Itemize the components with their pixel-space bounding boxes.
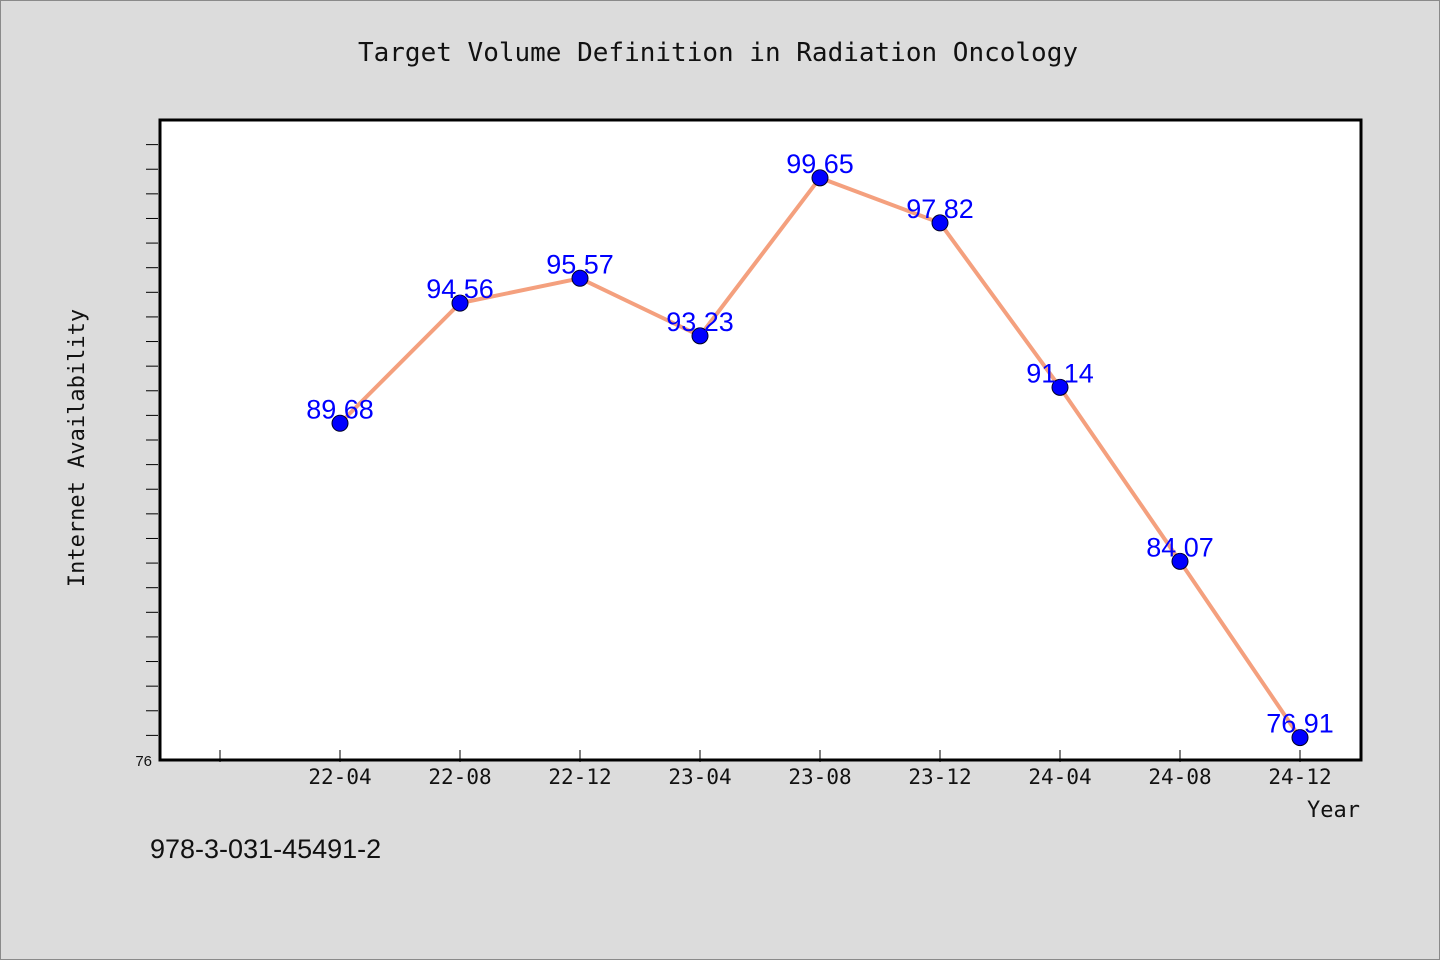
- x-tick-label: 24-12: [1268, 765, 1331, 789]
- data-point: [931, 214, 949, 232]
- data-point: [811, 169, 829, 187]
- data-point: [1171, 552, 1189, 570]
- data-point: [1051, 378, 1069, 396]
- x-tick-label: 23-12: [908, 765, 971, 789]
- x-tick-label: 24-08: [1148, 765, 1211, 789]
- x-tick-label: 22-04: [308, 765, 371, 789]
- data-label: 89.68: [306, 394, 374, 424]
- data-label: 84.07: [1146, 532, 1214, 562]
- data-label: 99.65: [786, 149, 854, 179]
- x-axis-ticks: 22-04 22-08 22-12 23-04 23-08 23-12 24-04 24-08…: [219, 750, 1332, 789]
- y-axis-ticks: [146, 144, 158, 736]
- data-series: 89.68 94.56 95.57 93.23 99.65 97.82 91.14 84.07…: [306, 149, 1334, 747]
- chart-title: Target Volume Definition in Radiation On…: [358, 38, 1078, 68]
- y-axis-label: Internet Availability: [65, 309, 90, 587]
- data-point: [1291, 729, 1309, 747]
- data-point: [691, 327, 709, 345]
- data-label: 94.56: [426, 274, 494, 304]
- data-point: [571, 269, 589, 287]
- x-tick-label: 23-04: [668, 765, 731, 789]
- x-tick-label: 22-12: [548, 765, 611, 789]
- data-point: [331, 414, 349, 432]
- x-axis-label: Year: [1307, 798, 1360, 823]
- data-label: 95.57: [546, 249, 614, 279]
- x-tick-label: 24-04: [1028, 765, 1091, 789]
- data-label: 97.82: [906, 194, 974, 224]
- plot-area: [158, 118, 1363, 762]
- data-label: 76.91: [1266, 709, 1334, 739]
- y-tick-label-min: 76: [135, 753, 152, 770]
- x-tick-label: 23-08: [788, 765, 851, 789]
- x-tick-label: 22-08: [428, 765, 491, 789]
- data-label: 91.14: [1026, 358, 1094, 388]
- data-point: [451, 294, 469, 312]
- data-label: 93.23: [666, 307, 734, 337]
- footer-isbn: 978-3-031-45491-2: [150, 834, 382, 864]
